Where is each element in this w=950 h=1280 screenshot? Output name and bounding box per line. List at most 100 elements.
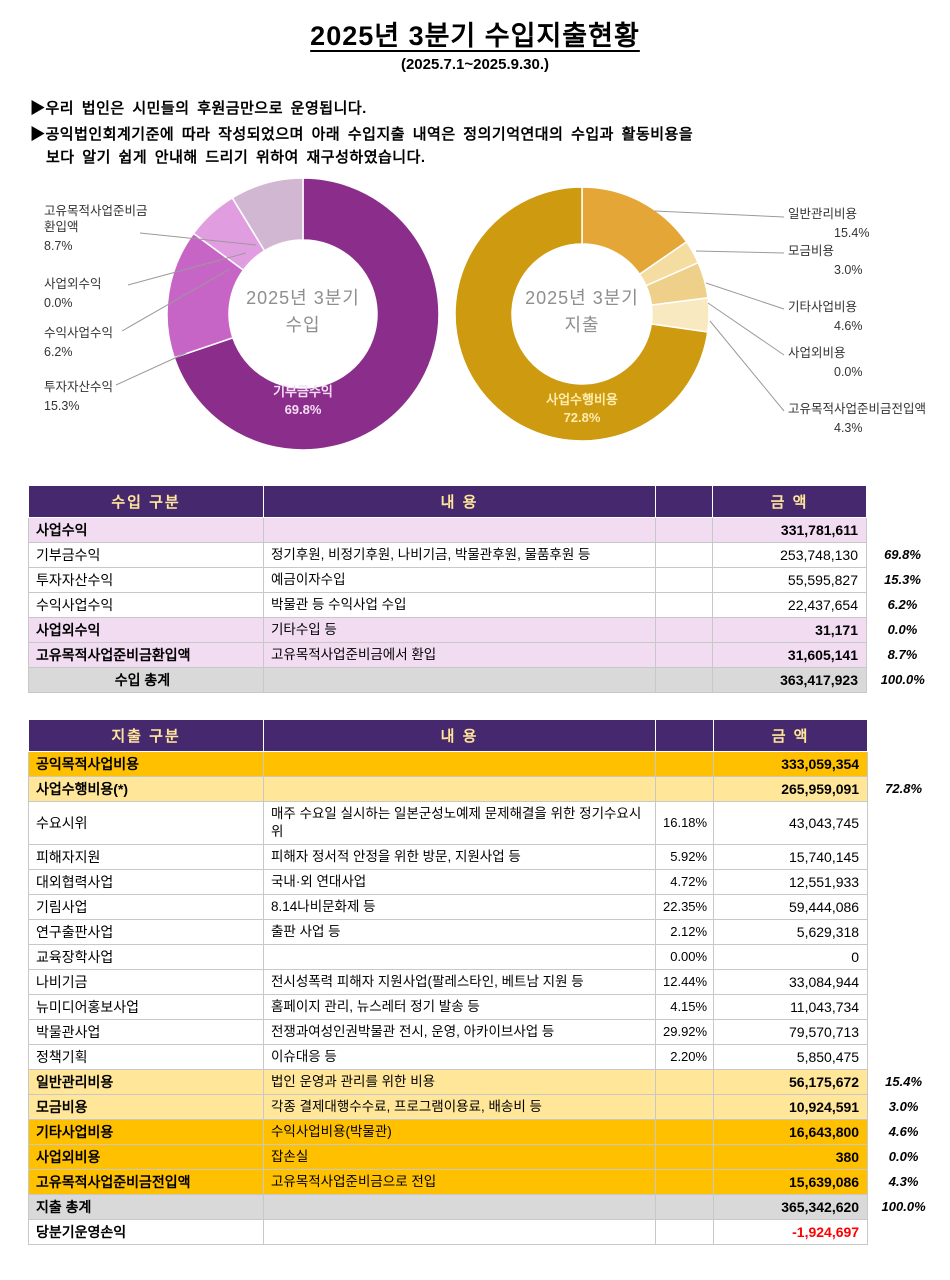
table-row: 당분기운영손익 -1,924,697 [28,1219,940,1245]
table-row: 피해자지원 피해자 정서적 안정을 위한 방문, 지원사업 등 5.92% 15,74… [28,844,940,870]
table-row: 정책기획 이슈대응 등 2.20% 5,850,475 [28,1044,940,1070]
table-row: 공익목적사업비용 333,059,354 [28,751,940,777]
column-header-spacer [655,485,713,518]
table-row: 수요시위 매주 수요일 실시하는 일본군성노예제 문제해결을 위한 정기수요시위 1… [28,801,940,845]
row-percent: 4.72% [654,869,715,895]
row-amount: 331,781,611 [712,517,867,543]
row-label: 기타사업비용 [28,1119,264,1145]
row-amount: 31,605,141 [712,642,867,668]
donut-callout: 모금비용 3.0% [788,243,948,278]
callout-percent: 15.4% [834,226,870,240]
row-amount: 16,643,800 [713,1119,869,1145]
callout-percent: 6.2% [44,345,73,359]
row-outer-percent [867,944,940,970]
row-label: 투자자산수익 [28,567,264,593]
row-percent: 4.15% [654,994,715,1020]
row-amount: 253,748,130 [712,542,867,568]
row-outer-percent [867,994,940,1020]
row-description: 법인 운영과 관리를 위한 비용 [263,1069,656,1095]
row-description: 각종 결제대행수수료, 프로그램이용료, 배송비 등 [263,1094,656,1120]
center-label-line1: 2025년 3분기 [525,288,639,308]
row-description: 정기후원, 비정기후원, 나비기금, 박물관후원, 물품후원 등 [263,542,656,568]
column-header-category: 지출 구분 [28,719,264,752]
table-row: 사업수익 331,781,611 [28,517,939,543]
row-outer-percent: 4.3% [867,1169,940,1195]
column-header-spacer [654,719,715,752]
row-outer-percent: 0.0% [867,1144,940,1170]
row-description: 기타수입 등 [263,617,656,643]
row-outer-percent [867,751,940,777]
row-amount: 22,437,654 [712,592,867,618]
table-row: 사업외비용 잡손실 380 0.0% [28,1144,940,1170]
row-label: 일반관리비용 [28,1069,264,1095]
donut-callout: 고유목적사업준비금환입액 8.7% [44,203,150,254]
row-amount: 0 [713,944,869,970]
row-amount: 56,175,672 [713,1069,869,1095]
row-description: 전시성폭력 피해자 지원사업(팔레스타인, 베트남 지원 등 [263,969,656,995]
row-description: 고유목적사업준비금에서 환입 [263,642,656,668]
row-label: 기림사업 [28,894,264,920]
row-description: 예금이자수입 [263,567,656,593]
row-outer-percent [867,894,940,920]
callout-label: 기타사업비용 [788,300,858,314]
column-header-outer [866,485,939,518]
row-percent [654,751,715,777]
row-description: 수익사업비용(박물관) [263,1119,656,1145]
column-header-amount: 금 액 [713,719,869,752]
callout-label: 수익사업수익 [44,326,114,340]
expense-donut-inside-label: 사업수행비용 72.8% [512,391,652,427]
center-label-line2: 수입 [285,315,321,335]
row-outer-percent [867,1044,940,1070]
row-amount: 33,084,944 [713,969,869,995]
table-row: 투자자산수익 예금이자수입 55,595,827 15.3% [28,567,939,593]
inside-label-name: 기부금수익 [273,384,333,399]
donut-callout: 투자자산수익 15.3% [44,379,154,414]
column-header-outer [867,719,940,752]
row-description: 국내·외 연대사업 [263,869,656,895]
row-description: 매주 수요일 실시하는 일본군성노예제 문제해결을 위한 정기수요시위 [263,801,656,845]
callout-percent: 4.3% [834,421,863,435]
income-table: 수입 구분 내 용 금 액 사업수익 331,781,611 기부금수익 정기후원, … [28,485,939,693]
table-row: 사업수행비용(*) 265,959,091 72.8% [28,776,940,802]
row-outer-percent: 6.2% [866,592,939,618]
row-percent: 16.18% [654,801,715,845]
donut-callout: 사업외수익 0.0% [44,276,154,311]
row-label: 고유목적사업준비금환입액 [28,642,264,668]
row-percent [655,592,713,618]
row-percent [655,542,713,568]
row-percent: 29.92% [654,1019,715,1045]
expense-table: 지출 구분 내 용 금 액 공익목적사업비용 333,059,354 사업수행비용(… [28,719,940,1245]
row-outer-percent [867,801,940,845]
row-percent: 0.00% [654,944,715,970]
income-donut-inside-label: 기부금수익 69.8% [233,383,373,419]
row-description [263,1194,656,1220]
table-row: 지출 총계 365,342,620 100.0% [28,1194,940,1220]
row-label: 기부금수익 [28,542,264,568]
table-row: 수입 총계 363,417,923 100.0% [28,667,939,693]
row-description: 전쟁과여성인권박물관 전시, 운영, 아카이브사업 등 [263,1019,656,1045]
table-row: 사업외수익 기타수입 등 31,171 0.0% [28,617,939,643]
column-header-description: 내 용 [263,485,656,518]
row-description: 이슈대응 등 [263,1044,656,1070]
row-amount: 15,639,086 [713,1169,869,1195]
row-description: 박물관 등 수익사업 수입 [263,592,656,618]
center-label-line2: 지출 [564,315,600,335]
callout-percent: 3.0% [834,263,863,277]
row-description [263,751,656,777]
row-amount: 59,444,086 [713,894,869,920]
row-amount: 265,959,091 [713,776,869,802]
table-row: 일반관리비용 법인 운영과 관리를 위한 비용 56,175,672 15.4% [28,1069,940,1095]
donut-callout: 기타사업비용 4.6% [788,299,948,334]
row-description: 홈페이지 관리, 뉴스레터 정기 발송 등 [263,994,656,1020]
row-outer-percent [867,919,940,945]
row-amount: 363,417,923 [712,667,867,693]
row-label: 대외협력사업 [28,869,264,895]
callout-percent: 15.3% [44,399,80,413]
table-row: 기림사업 8.14나비문화제 등 22.35% 59,444,086 [28,894,940,920]
row-label: 교육장학사업 [28,944,264,970]
charts-section: 고유목적사업준비금환입액 8.7% 사업외수익 0.0% 수익사업수익 6.2%… [0,173,950,473]
inside-label-percent: 69.8% [284,402,322,417]
row-description [263,944,656,970]
row-label: 사업수익 [28,517,264,543]
